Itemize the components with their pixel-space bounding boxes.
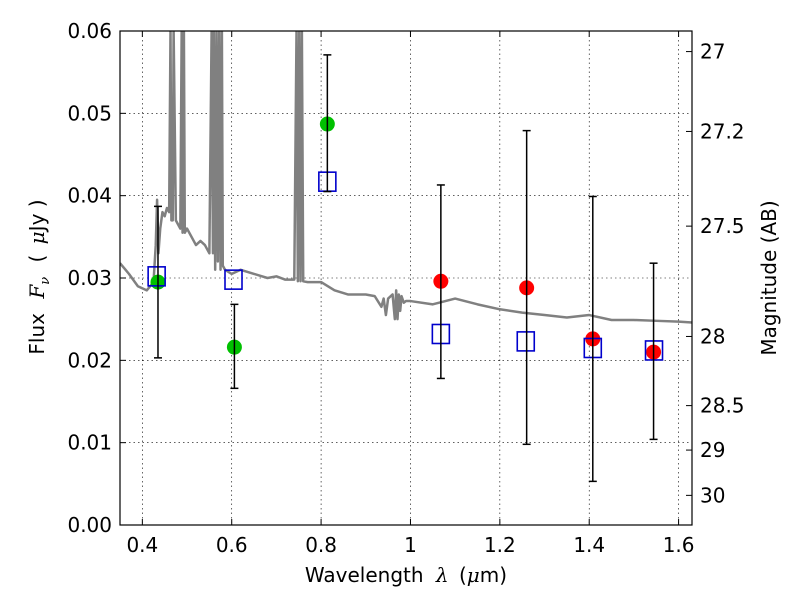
x-tick-label: 0.6 [216, 533, 248, 557]
right-axis-label: Magnitude (AB) [757, 200, 781, 355]
x-tick-label: 0.8 [305, 533, 337, 557]
y2-tick-label: 27.2 [700, 119, 745, 143]
x-tick-label: 1.4 [573, 533, 605, 557]
x-tick-label: 1 [404, 533, 417, 557]
y2-tick-label: 28 [700, 324, 725, 348]
y2-tick-label: 28.5 [700, 394, 745, 418]
y-tick-label: 0.06 [67, 19, 112, 43]
axis-ticks: 0.4 0.6 0.8 1 1.2 1.4 1.6 0.00 0.01 0.02 0.03 0.04 0… [67, 19, 744, 557]
y-tick-label: 0.00 [67, 513, 112, 537]
y-tick-label: 0.03 [67, 266, 112, 290]
y2-tick-label: 27.5 [700, 214, 745, 238]
model-spectrum-line [120, 31, 692, 324]
y-tick-label: 0.01 [67, 431, 112, 455]
x-tick-label: 1.2 [484, 533, 516, 557]
y-tick-label: 0.04 [67, 184, 112, 208]
model-photometry-square [224, 269, 243, 290]
y-tick-label: 0.02 [67, 348, 112, 372]
x-tick-label: 1.6 [663, 533, 695, 557]
y-tick-label: 0.05 [67, 101, 112, 125]
model-photometry-square [147, 266, 166, 287]
y-axis-label: Flux Fν ( μJy ) [25, 199, 54, 354]
y2-tick-label: 27 [700, 40, 725, 64]
y2-tick-label: 30 [700, 483, 725, 507]
plot-area [120, 31, 692, 483]
x-tick-label: 0.4 [126, 533, 158, 557]
model-photometry-square [516, 331, 536, 352]
y2-tick-label: 29 [700, 438, 725, 462]
x-axis-label: Wavelength λ (μm) [305, 563, 507, 587]
